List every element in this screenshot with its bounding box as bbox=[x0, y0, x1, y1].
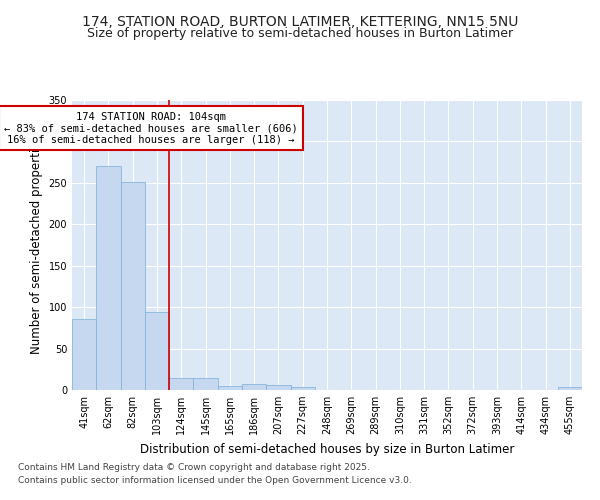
Bar bbox=[121, 182, 145, 390]
Text: 174 STATION ROAD: 104sqm
← 83% of semi-detached houses are smaller (606)
16% of : 174 STATION ROAD: 104sqm ← 83% of semi-d… bbox=[4, 112, 298, 145]
Y-axis label: Number of semi-detached properties: Number of semi-detached properties bbox=[30, 136, 43, 354]
X-axis label: Distribution of semi-detached houses by size in Burton Latimer: Distribution of semi-detached houses by … bbox=[140, 442, 514, 456]
Bar bbox=[266, 385, 290, 390]
Bar bbox=[96, 166, 121, 390]
Bar bbox=[290, 386, 315, 390]
Bar bbox=[193, 378, 218, 390]
Bar bbox=[218, 386, 242, 390]
Bar bbox=[242, 384, 266, 390]
Bar bbox=[558, 386, 582, 390]
Text: Size of property relative to semi-detached houses in Burton Latimer: Size of property relative to semi-detach… bbox=[87, 28, 513, 40]
Bar bbox=[145, 312, 169, 390]
Bar bbox=[72, 318, 96, 390]
Text: Contains HM Land Registry data © Crown copyright and database right 2025.: Contains HM Land Registry data © Crown c… bbox=[18, 464, 370, 472]
Text: Contains public sector information licensed under the Open Government Licence v3: Contains public sector information licen… bbox=[18, 476, 412, 485]
Text: 174, STATION ROAD, BURTON LATIMER, KETTERING, NN15 5NU: 174, STATION ROAD, BURTON LATIMER, KETTE… bbox=[82, 15, 518, 29]
Bar bbox=[169, 378, 193, 390]
